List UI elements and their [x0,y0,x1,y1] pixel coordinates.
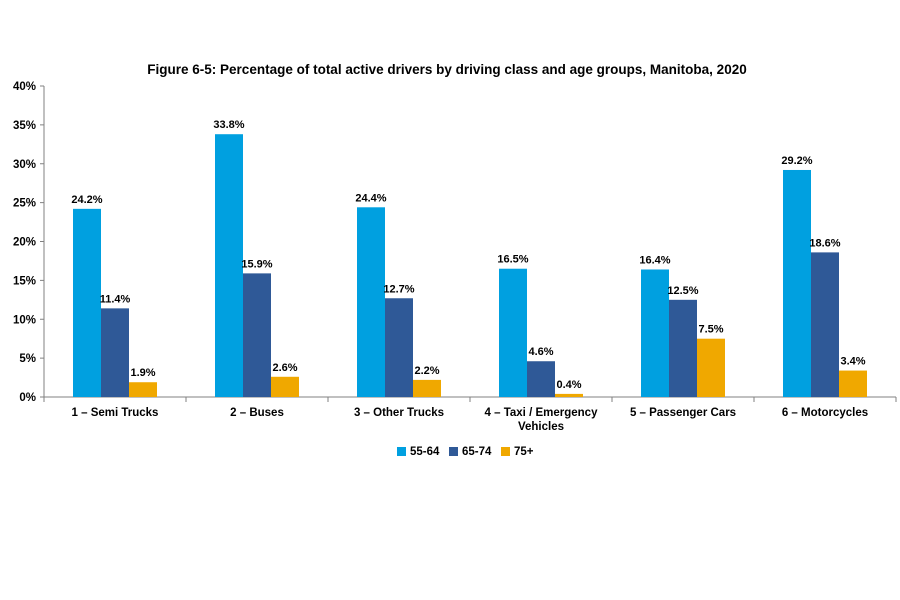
data-label: 18.6% [809,237,840,249]
bar-65-74-2 [243,273,271,397]
y-tick-label: 30% [13,159,36,171]
x-tick-label: 4 – Taxi / Emergency Vehicles [485,407,599,433]
bar-55-64-2 [215,134,243,397]
data-label: 2.2% [414,365,439,377]
data-label: 16.5% [497,254,528,266]
bar-55-64-4 [499,268,527,397]
y-tick-label: 5% [19,353,36,365]
y-tick-label: 25% [13,198,36,210]
data-label: 7.5% [698,324,723,336]
legend-label: 75+ [514,446,534,458]
y-tick-label: 35% [13,120,36,132]
data-label: 4.6% [528,346,553,358]
x-tick-label: 5 – Passenger Cars [630,407,736,419]
data-label: 12.7% [383,283,414,295]
bar-55-64-1 [73,208,101,397]
legend-swatch [397,447,406,456]
x-tick-label: 3 – Other Trucks [354,407,444,419]
y-tick-label: 20% [13,237,36,249]
axes: 0% 5% 10% 15% 20% 25% 30% 35% 40% 1 – Semi Trucks… [13,81,897,433]
legend-label: 55-64 [410,446,440,458]
legend: 55-64 65-74 75+ [397,446,534,458]
bar-75+-1 [129,382,157,397]
x-tick-label: 2 – Buses [230,407,284,419]
bar-75+-2 [271,376,299,397]
data-label: 3.4% [840,356,865,368]
y-tick-label: 15% [13,275,36,287]
bar-65-74-3 [385,298,413,397]
data-label: 33.8% [213,119,244,131]
data-label: 24.2% [71,194,102,206]
legend-label: 65-74 [462,446,492,458]
y-tick-label: 40% [13,81,36,93]
data-label: 1.9% [130,367,155,379]
bar-65-74-1 [101,308,129,397]
data-label: 12.5% [667,285,698,297]
x-tick-label: 1 – Semi Trucks [72,407,159,419]
bar-55-64-6 [783,169,811,397]
bar-65-74-6 [811,252,839,397]
data-label: 29.2% [781,155,812,167]
data-label: 24.4% [355,192,386,204]
data-label: 2.6% [272,362,297,374]
data-label: 16.4% [639,254,670,266]
legend-swatch [501,447,510,456]
data-label: 0.4% [556,379,581,391]
chart-title: Figure 6-5: Percentage of total active d… [147,62,746,77]
bar-55-64-3 [357,207,385,397]
x-tick-label: 6 – Motorcycles [782,407,868,419]
bar-75+-4 [555,393,583,397]
bar-65-74-4 [527,361,555,397]
data-labels: 24.2% 33.8% 24.4% 16.5% 16.4% 29.2% 11.4% 15.9%… [71,119,865,391]
y-tick-label: 0% [19,392,36,404]
data-label: 15.9% [241,258,272,270]
bar-75+-3 [413,379,441,397]
bar-75+-6 [839,370,867,397]
bar-75+-5 [697,338,725,397]
legend-swatch [449,447,458,456]
data-label: 11.4% [100,293,131,305]
bar-55-64-5 [641,269,669,397]
bars [73,134,867,397]
y-tick-label: 10% [13,314,36,326]
bar-65-74-5 [669,299,697,397]
